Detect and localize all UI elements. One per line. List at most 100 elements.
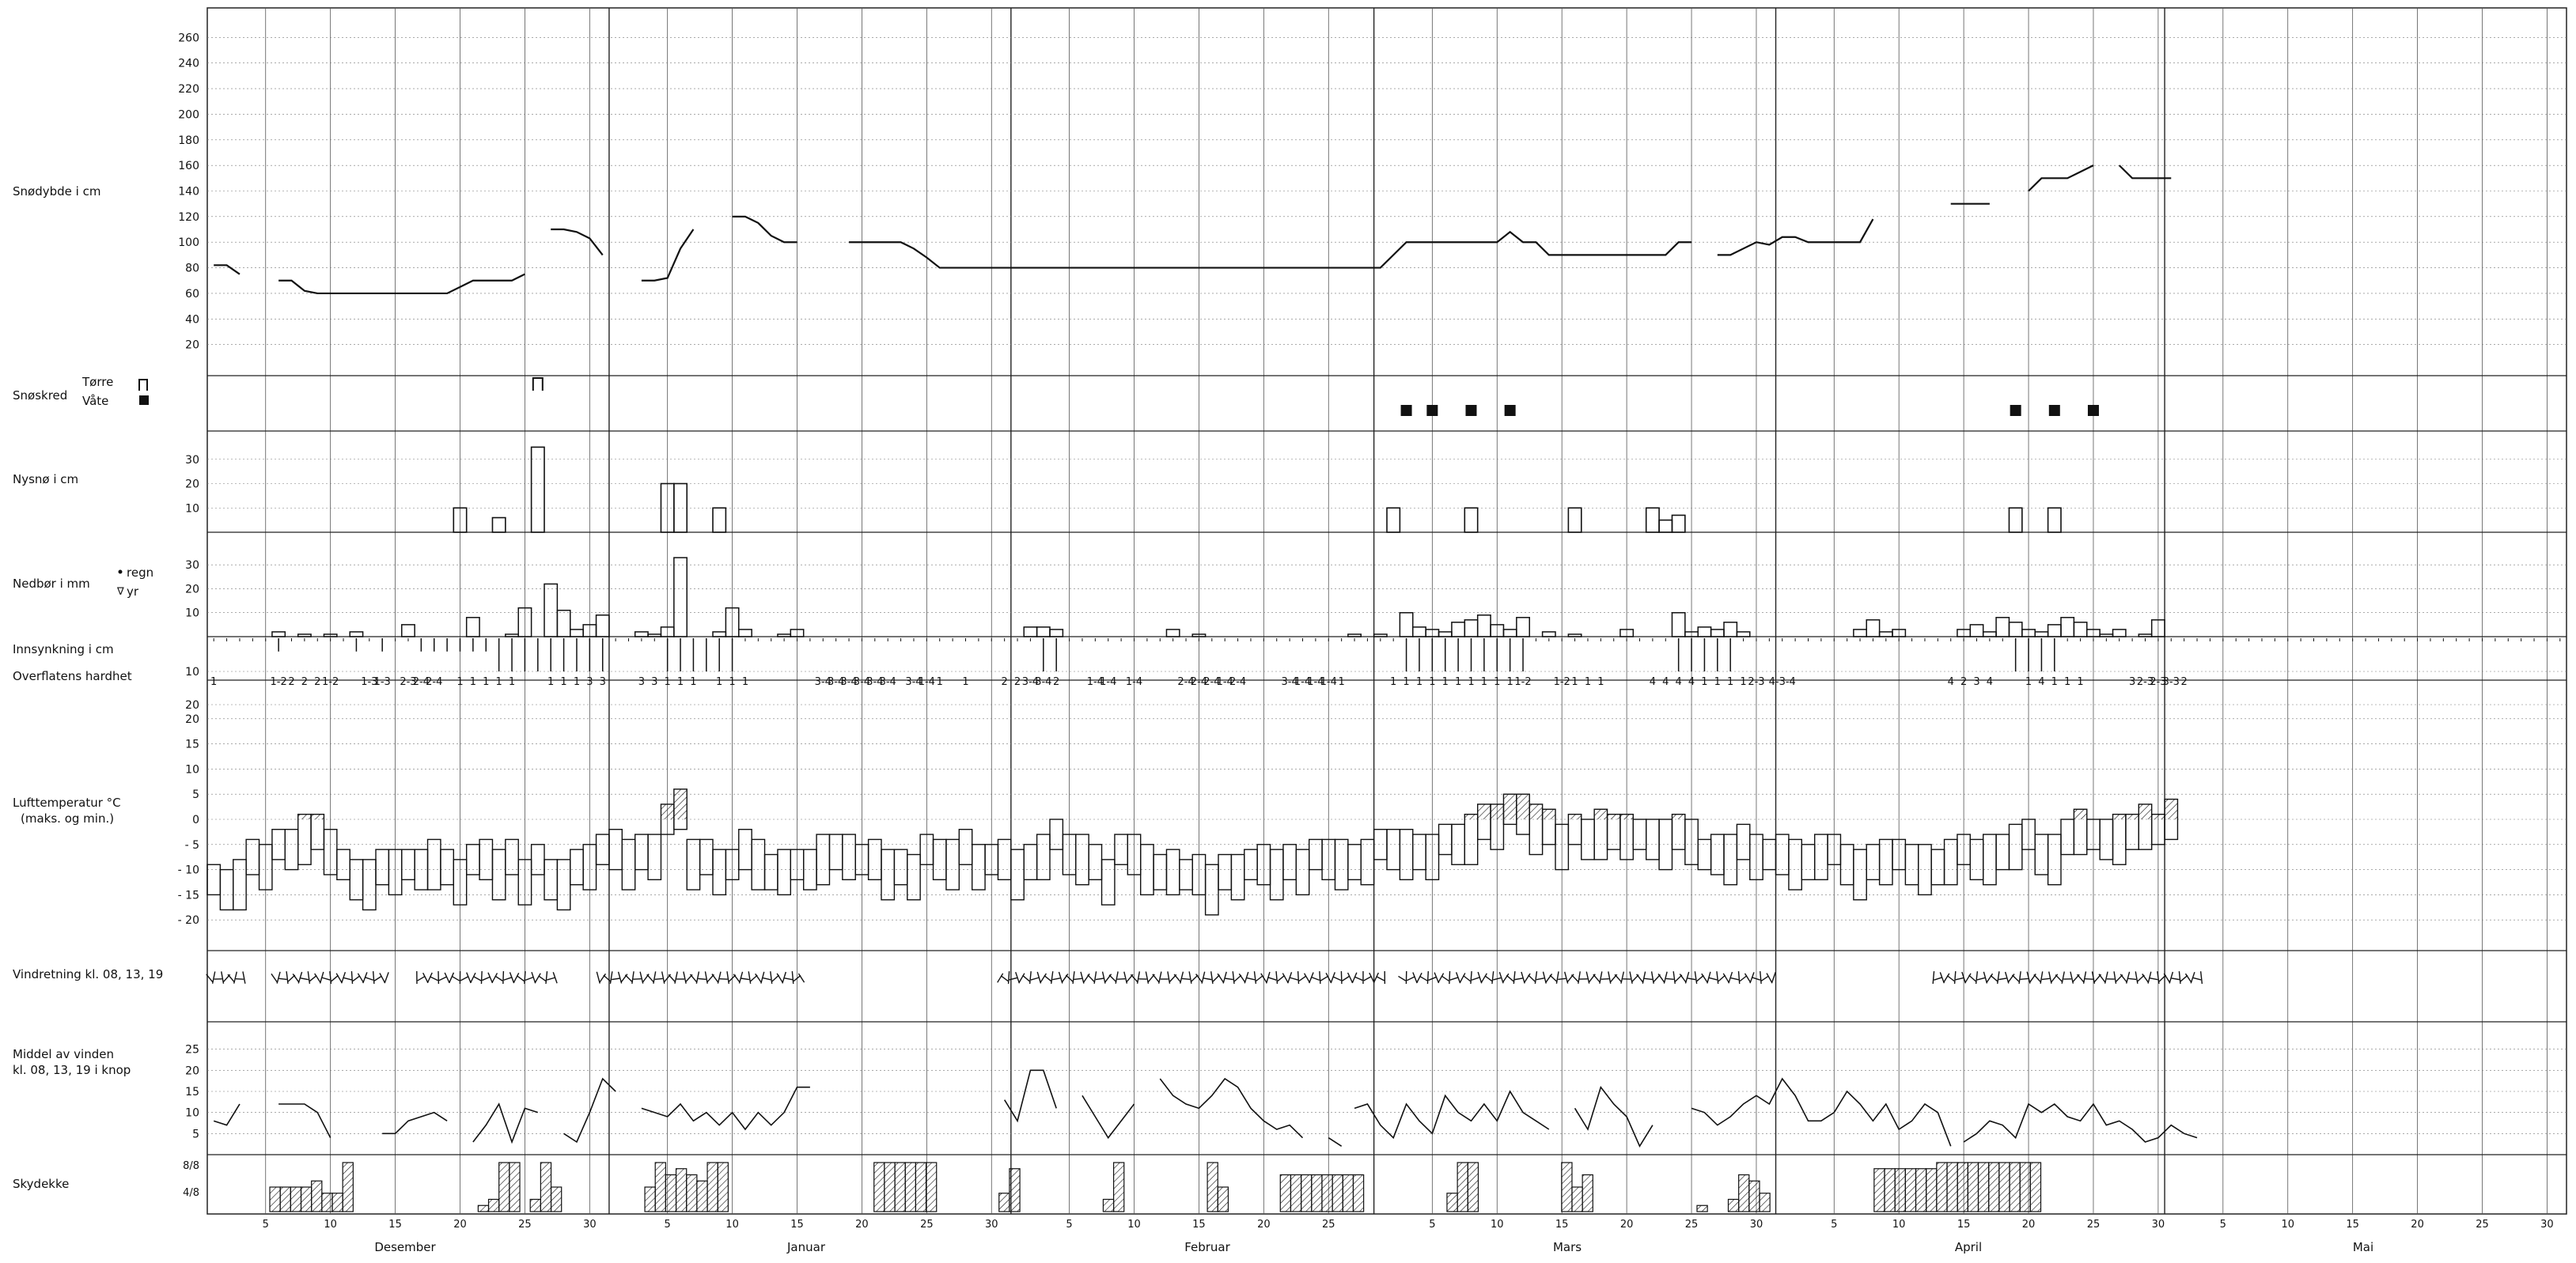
precipitation-bar — [1516, 617, 1530, 637]
wind-direction-stroke — [1570, 974, 1579, 982]
precipitation-bar — [738, 629, 752, 637]
wind-direction-stroke — [1558, 978, 1566, 981]
precipitation-bar — [323, 633, 338, 637]
temperature-tick-label: 5 — [192, 788, 199, 801]
temperature-bar — [2008, 823, 2023, 871]
wind-direction-stroke — [599, 973, 607, 983]
temperature-bar — [1982, 834, 1997, 886]
precipitation-bar — [1969, 624, 1984, 637]
wind-direction-stroke — [1599, 971, 1603, 984]
cloud-cover-bar — [998, 1193, 1010, 1212]
wind-direction-stroke — [494, 975, 503, 981]
hardness-code: 1 — [509, 676, 515, 688]
wind-direction-stroke — [2061, 971, 2065, 984]
hardness-code: 1 — [937, 676, 943, 688]
precipitation-bar — [1165, 629, 1180, 637]
wind-direction-stroke — [1246, 977, 1256, 981]
wind-direction-stroke — [1709, 977, 1718, 981]
wind-direction-stroke — [1968, 974, 1976, 982]
wind-speed-line — [1082, 1095, 1135, 1140]
temperature-bar — [1775, 834, 1790, 875]
temperature-bar — [284, 829, 299, 871]
precipitation-bar — [1671, 611, 1686, 637]
wind-speed-line — [278, 1103, 331, 1139]
temperature-bar — [1555, 823, 1570, 871]
hardness-code: 4 — [1676, 676, 1682, 688]
wind-direction-stroke — [379, 973, 386, 983]
cloud-cover-bar — [1102, 1198, 1115, 1212]
precipitation-bar — [712, 631, 727, 637]
hardness-code: 3 — [600, 676, 606, 688]
day-tick-label: 10 — [725, 1219, 739, 1231]
hardness-code: 2 — [1053, 676, 1059, 688]
day-tick-label: 5 — [1429, 1219, 1435, 1231]
temperature-bar — [1165, 849, 1180, 896]
temperature-bar — [932, 838, 947, 881]
temperature-bar — [362, 859, 377, 911]
wind-speed-line — [641, 1086, 810, 1131]
hardness-code: 1 — [560, 676, 566, 688]
wind-direction-stroke — [1679, 974, 1687, 983]
wind-direction-stroke — [1728, 971, 1733, 984]
cloud-cover-bar — [279, 1186, 291, 1212]
precipitation-bar — [1373, 633, 1388, 637]
wind-direction-stroke — [1036, 971, 1042, 984]
cloud-cover-bar — [1936, 1162, 1948, 1212]
wind-direction-stroke — [1502, 973, 1510, 983]
cloud-cover-bar — [686, 1174, 698, 1212]
wind-direction-stroke — [2163, 973, 2170, 983]
wind-direction-stroke — [221, 971, 225, 984]
wind-direction-stroke — [2137, 974, 2145, 982]
wind-direction-stroke — [2018, 971, 2021, 984]
temperature-bar — [763, 853, 778, 891]
plot-frame — [206, 7, 2567, 1215]
wind-direction-stroke — [1434, 972, 1440, 984]
hardness-code: 1-4 — [919, 676, 935, 688]
wind-direction-stroke — [1095, 978, 1104, 981]
hardness-code: 3 — [586, 676, 593, 688]
temperature-bar — [1036, 834, 1051, 881]
temperature-bar — [881, 849, 896, 901]
wind-direction-stroke — [1730, 977, 1739, 981]
avalanche-legend-dry: Tørre — [82, 375, 114, 389]
cloud-cover-bar — [1352, 1174, 1365, 1212]
precipitation-bar — [1502, 629, 1517, 637]
wind-direction-stroke — [791, 971, 794, 985]
wind-direction-stroke — [1521, 971, 1525, 984]
precipitation-bar — [1476, 614, 1491, 637]
hardness-code: 1-2 — [322, 676, 339, 688]
cloud-cover-bar — [1457, 1162, 1468, 1212]
wind-direction-stroke — [1961, 971, 1967, 984]
day-tick-label: 5 — [665, 1219, 671, 1231]
wind-direction-stroke — [639, 971, 644, 984]
precipitation-bar — [544, 583, 559, 637]
wind-direction-stroke — [1441, 975, 1449, 981]
temperature-above-zero — [1672, 814, 1685, 819]
wind-direction-stroke — [711, 974, 719, 983]
penetration-label: Innsynkning i cm — [13, 642, 114, 656]
wind-direction-stroke — [2085, 978, 2093, 980]
temperature-bar — [1839, 844, 1854, 886]
hardness-code: 2 — [288, 676, 294, 688]
cloud-cover-bar — [1727, 1198, 1740, 1212]
wind-direction-stroke — [1484, 975, 1493, 982]
cloud-cover-bar — [1311, 1174, 1323, 1212]
hardness-code: 1 — [677, 676, 684, 688]
hardness-code: 1-4 — [1087, 676, 1104, 688]
cloud-cover-bar — [1926, 1168, 1938, 1212]
avalanche-wet-marker — [1465, 405, 1477, 416]
wind-direction-stroke — [2169, 971, 2174, 984]
hardness-code: 2 — [1002, 676, 1008, 688]
hardness-code: 1 — [483, 676, 489, 688]
wind-direction-stroke — [1290, 977, 1298, 981]
wind-direction-stroke — [782, 971, 786, 984]
wind-direction-stroke — [1716, 971, 1719, 984]
temperature-bar — [556, 859, 571, 911]
temperature-bar — [1075, 834, 1089, 886]
day-tick-label: 10 — [1892, 1219, 1906, 1231]
hardness-code: 3-4 — [880, 676, 896, 688]
wind-direction-stroke — [2126, 971, 2131, 984]
hardness-code: 3 — [638, 676, 645, 688]
temperature-bar — [349, 859, 364, 901]
